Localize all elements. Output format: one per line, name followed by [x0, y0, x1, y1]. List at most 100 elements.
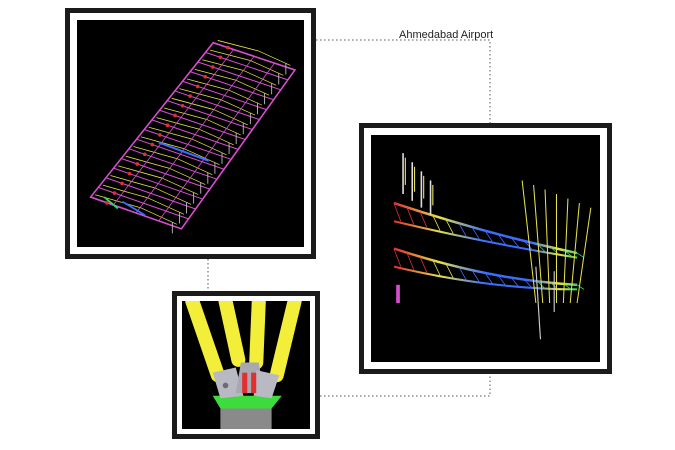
truss-chord	[206, 119, 241, 136]
upper-truss-web	[537, 244, 545, 252]
lower-truss-bottom-chord	[393, 265, 578, 291]
fan-support	[535, 266, 542, 340]
truss-node	[120, 181, 124, 186]
column-node-model	[185, 301, 302, 429]
truss-node	[210, 65, 215, 69]
truss-chord	[110, 175, 156, 189]
truss-chord	[235, 79, 270, 96]
upper-truss-web	[524, 241, 532, 250]
purlin	[135, 56, 255, 214]
truss-chord	[164, 107, 207, 120]
purlin	[181, 69, 296, 230]
upper-truss-web	[432, 215, 441, 231]
truss-node	[165, 123, 170, 128]
viewport-roof-plan	[77, 20, 304, 247]
viewport-column-node	[182, 301, 310, 429]
bracing-accent	[103, 196, 119, 210]
truss-chord	[177, 158, 213, 175]
truss-node	[180, 103, 185, 108]
truss-chord	[95, 194, 141, 209]
magenta-marker	[396, 284, 400, 303]
fan-support	[533, 184, 544, 304]
upper-truss-web	[406, 207, 415, 225]
truss-node	[105, 200, 109, 205]
truss-chord	[102, 184, 149, 199]
truss-node	[218, 55, 223, 60]
truss-node	[150, 142, 155, 147]
truss-chord	[186, 78, 229, 91]
purlin	[113, 49, 234, 206]
truss-chord	[191, 138, 227, 156]
truss-node	[142, 152, 147, 157]
upper-truss-web	[393, 202, 402, 222]
fan-support	[569, 203, 580, 304]
upper-truss-web	[419, 211, 428, 228]
lower-truss-web	[472, 270, 480, 283]
lower-truss-web	[458, 267, 467, 281]
lower-truss-web	[406, 252, 415, 270]
truss-node	[127, 171, 132, 176]
upper-truss-web	[485, 231, 493, 242]
truss-node	[135, 162, 140, 166]
red-pin-plate	[251, 372, 257, 394]
yellow-column	[269, 301, 302, 383]
upper-truss-web	[511, 238, 519, 247]
concrete-pedestal	[220, 403, 272, 429]
base-plate	[212, 395, 282, 409]
lower-truss-web	[498, 275, 506, 286]
truss-chord	[125, 155, 171, 169]
fan-support	[521, 180, 537, 304]
fan-support	[544, 189, 551, 304]
truss-chord	[199, 128, 234, 146]
truss-node	[158, 133, 162, 137]
pin-connector	[253, 370, 280, 399]
upper-truss-web	[498, 234, 506, 245]
truss-chord	[221, 99, 256, 116]
truss-chord	[194, 68, 237, 81]
fan-support	[576, 207, 592, 304]
viewport-truss-section	[371, 135, 600, 362]
truss-chord	[228, 89, 263, 106]
lower-truss-web	[419, 256, 428, 273]
truss-chord	[141, 136, 185, 150]
truss-chord	[184, 148, 220, 166]
lower-truss-web	[432, 260, 441, 276]
truss-chord	[148, 126, 193, 140]
panel-column-node	[172, 291, 320, 439]
pin-bolt	[222, 382, 229, 389]
lower-truss-web	[511, 277, 519, 287]
lower-truss-web	[485, 273, 493, 284]
yellow-column	[218, 301, 246, 367]
truss-chord	[250, 60, 284, 76]
truss-node	[203, 74, 208, 79]
panel-mat	[364, 128, 607, 369]
upper-truss-bottom-chord	[393, 220, 578, 259]
truss-chord	[133, 146, 178, 160]
red-pin-plate	[242, 372, 248, 394]
lower-truss-web	[524, 279, 532, 288]
lower-truss-web	[563, 283, 572, 290]
purlin	[90, 42, 214, 198]
pin-connector	[212, 367, 244, 399]
truss-chord	[243, 70, 277, 86]
lower-truss-web	[576, 284, 585, 290]
panel-roof-plan	[65, 8, 316, 259]
panel-mat	[70, 13, 311, 254]
truss-chord	[213, 109, 248, 126]
roof-truss-wireframe	[89, 40, 297, 234]
fan-support	[562, 198, 569, 304]
caption-title: Ahmedabad Airport	[399, 29, 494, 41]
yellow-column	[185, 301, 225, 383]
upper-truss-web	[458, 223, 467, 237]
truss-section-wireframe	[393, 153, 592, 340]
truss-chord	[118, 165, 163, 179]
leader-title-to-panel1	[316, 39, 491, 123]
truss-chord	[162, 178, 199, 195]
truss-chord	[156, 117, 200, 130]
upper-truss-web	[576, 252, 585, 258]
truss-node	[173, 113, 177, 118]
truss-chord	[171, 97, 215, 111]
truss-chord	[217, 40, 259, 52]
truss-node	[195, 84, 200, 89]
upper-truss-web	[445, 219, 454, 234]
